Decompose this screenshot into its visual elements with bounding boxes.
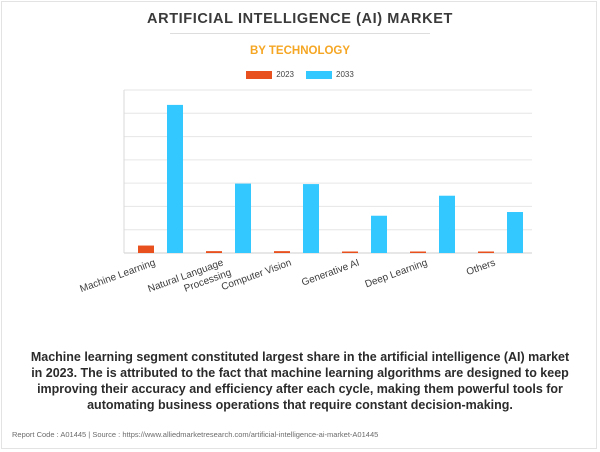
bar-2033-others: [507, 212, 523, 253]
caption-line-3: improving their accuracy and efficiency …: [37, 382, 563, 396]
chart-caption: Machine learning segment constituted lar…: [0, 349, 600, 413]
x-tick-label: Natural LanguageProcessing: [147, 256, 233, 306]
legend-swatch-2033: [306, 70, 332, 79]
source-footer: Report Code : A01445 | Source : https://…: [12, 430, 379, 439]
caption-line-2: in 2023. The is attributed to the fact t…: [31, 366, 569, 380]
bar-2023-generative-ai: [342, 251, 358, 253]
bar-2033-generative-ai: [371, 215, 387, 253]
bar-2033-machine-learning: [167, 104, 183, 253]
bar-2023-computer-vision: [274, 251, 290, 253]
chart-legend: 2023 2033: [0, 70, 600, 79]
legend-item-2023: 2023: [246, 70, 294, 79]
legend-label-2033: 2033: [336, 70, 354, 79]
x-tick-label: Others: [465, 257, 497, 278]
caption-line-4: automating business operations that requ…: [87, 398, 513, 412]
x-tick-label: Generative AI: [300, 257, 361, 288]
x-tick-label: Machine Learning: [79, 257, 157, 295]
bar-2033-deep-learning: [439, 195, 455, 253]
legend-item-2033: 2033: [306, 70, 354, 79]
bar-2023-deep-learning: [410, 251, 426, 253]
caption-line-1: Machine learning segment constituted lar…: [30, 350, 570, 364]
bar-2023-machine-learning: [138, 245, 154, 253]
legend-label-2023: 2023: [276, 70, 294, 79]
x-tick-label: Deep Learning: [364, 257, 429, 290]
bar-2023-others: [478, 251, 494, 253]
bar-2023-natural-language-processing: [206, 251, 222, 253]
bar-2033-natural-language-processing: [235, 183, 251, 253]
title-divider: [170, 33, 430, 34]
chart-subtitle: BY TECHNOLOGY: [249, 45, 351, 57]
bar-2033-computer-vision: [303, 184, 319, 253]
chart-title: ARTIFICIAL INTELLIGENCE (AI) MARKET: [147, 11, 453, 27]
legend-swatch-2023: [246, 70, 273, 79]
